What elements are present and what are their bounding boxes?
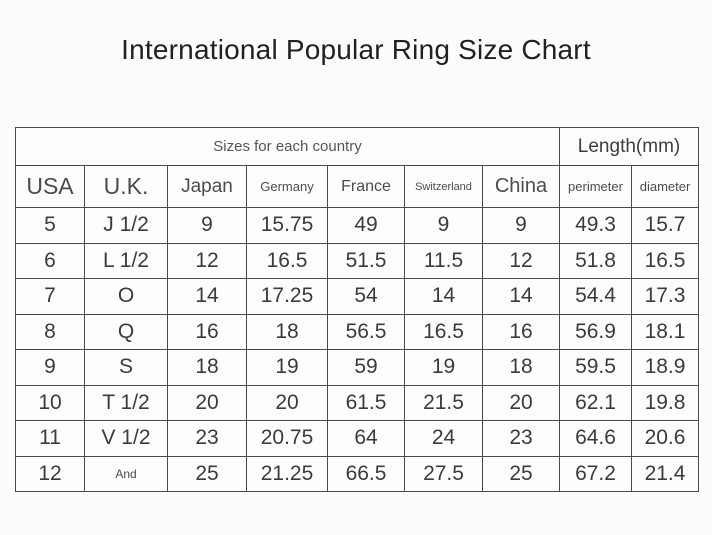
table-cell: 5 [15, 207, 85, 244]
column-header-diameter: diameter [630, 165, 700, 208]
table-cell: 51.8 [559, 242, 632, 279]
table-row: 12 And 25 21.25 66.5 27.5 25 67.2 21.4 [15, 455, 700, 492]
table-cell: 17.3 [630, 278, 700, 315]
table-cell: 24 [404, 420, 483, 457]
table-cell: And [84, 455, 168, 492]
group-header-length: Length(mm) [558, 127, 700, 166]
table-cell: 49 [327, 207, 405, 244]
table-cell: 51.5 [327, 242, 405, 279]
table-cell: 18 [246, 313, 328, 350]
table-cell: 8 [15, 313, 85, 350]
table-cell: 11 [15, 420, 85, 457]
table-cell: 20 [246, 384, 328, 421]
table-cell: 6 [15, 242, 85, 279]
column-header-uk: U.K. [84, 165, 168, 208]
table-cell: 56.9 [559, 313, 632, 350]
table-cell: 23 [482, 420, 560, 457]
table-cell: 20 [167, 384, 247, 421]
table-cell: L 1/2 [84, 242, 168, 279]
table-cell: 15.75 [246, 207, 328, 244]
column-header-switzerland: Switzerland [404, 165, 483, 208]
table-cell: 59.5 [559, 349, 632, 386]
table-cell: O [84, 278, 168, 315]
table-cell: 64.6 [559, 420, 632, 457]
table-cell: 12 [15, 455, 85, 492]
table-cell: T 1/2 [84, 384, 168, 421]
table-cell: 61.5 [327, 384, 405, 421]
table-cell: 7 [15, 278, 85, 315]
table-cell: 12 [482, 242, 560, 279]
column-header-germany: Germany [246, 165, 328, 208]
column-header-france: France [327, 165, 405, 208]
table-cell: 23 [167, 420, 247, 457]
table-cell: 18.9 [630, 349, 700, 386]
table-cell: 27.5 [404, 455, 483, 492]
column-header-row: USA U.K. Japan Germany France Switzerlan… [15, 165, 700, 208]
table-cell: 17.25 [246, 278, 328, 315]
table-cell: 12 [167, 242, 247, 279]
table-cell: 9 [15, 349, 85, 386]
table-cell: Q [84, 313, 168, 350]
table-cell: 18 [167, 349, 247, 386]
table-row: 10 T 1/2 20 20 61.5 21.5 20 62.1 19.8 [15, 384, 700, 421]
table-cell: 21.5 [404, 384, 483, 421]
table-cell: 16.5 [630, 242, 700, 279]
table-row: 11 V 1/2 23 20.75 64 24 23 64.6 20.6 [15, 420, 700, 457]
column-header-japan: Japan [167, 165, 247, 208]
table-cell: 16.5 [404, 313, 483, 350]
ring-size-table: Sizes for each country Length(mm) USA U.… [15, 127, 700, 492]
table-cell: J 1/2 [84, 207, 168, 244]
table-row: 7 O 14 17.25 54 14 14 54.4 17.3 [15, 278, 700, 315]
table-cell: 20 [482, 384, 560, 421]
table-cell: 14 [167, 278, 247, 315]
table-cell: 59 [327, 349, 405, 386]
table-cell: 19 [246, 349, 328, 386]
table-cell: 62.1 [559, 384, 632, 421]
table-cell: 19 [404, 349, 483, 386]
table-cell: 18 [482, 349, 560, 386]
page-title: International Popular Ring Size Chart [121, 34, 591, 65]
table-cell: S [84, 349, 168, 386]
column-header-usa: USA [15, 165, 85, 208]
table-row: 8 Q 16 18 56.5 16.5 16 56.9 18.1 [15, 313, 700, 350]
table-cell: 56.5 [327, 313, 405, 350]
column-header-china: China [482, 165, 560, 208]
table-cell: 66.5 [327, 455, 405, 492]
table-cell: 9 [482, 207, 560, 244]
table-cell: 49.3 [559, 207, 632, 244]
table-cell: 25 [167, 455, 247, 492]
table-cell: 20.6 [630, 420, 700, 457]
table-cell: 11.5 [404, 242, 483, 279]
table-cell: 14 [482, 278, 560, 315]
table-cell: 20.75 [246, 420, 328, 457]
table-cell: 10 [15, 384, 85, 421]
table-cell: 54 [327, 278, 405, 315]
table-cell: 64 [327, 420, 405, 457]
table-cell: 21.4 [630, 455, 700, 492]
table-cell: 54.4 [559, 278, 632, 315]
table-cell: 18.1 [630, 313, 700, 350]
table-cell: 16.5 [246, 242, 328, 279]
table-cell: 25 [482, 455, 560, 492]
group-header-row: Sizes for each country Length(mm) [15, 127, 700, 166]
column-header-perimeter: perimeter [559, 165, 632, 208]
table-cell: V 1/2 [84, 420, 168, 457]
table-cell: 19.8 [630, 384, 700, 421]
table-cell: 16 [482, 313, 560, 350]
table-cell: 15.7 [630, 207, 700, 244]
table-cell: 9 [167, 207, 247, 244]
group-header-sizes: Sizes for each country [15, 127, 560, 166]
table-row: 9 S 18 19 59 19 18 59.5 18.9 [15, 349, 700, 386]
table-cell: 9 [404, 207, 483, 244]
table-cell: 67.2 [559, 455, 632, 492]
table-cell: 16 [167, 313, 247, 350]
table-cell: 14 [404, 278, 483, 315]
table-cell: 21.25 [246, 455, 328, 492]
